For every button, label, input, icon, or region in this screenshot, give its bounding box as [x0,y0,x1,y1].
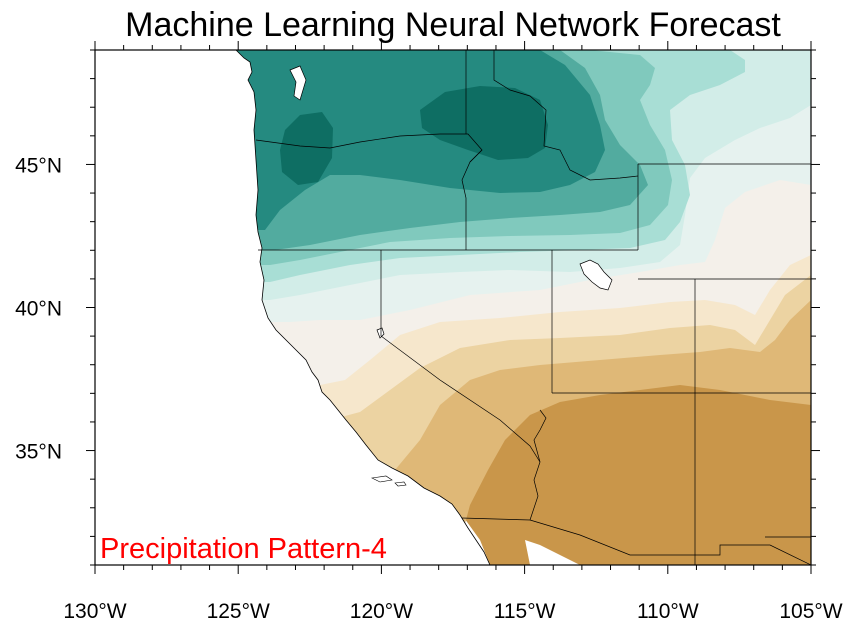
border-az-nv [529,409,547,521]
y-tick-label: 40°N [15,298,62,321]
x-tick-label: 125°W [207,600,270,623]
x-tick-label: 115°W [494,600,556,623]
y-tick-label: 45°N [15,154,62,177]
border-ca-nv [380,250,541,463]
state-borders [255,50,811,565]
y-tick-label: 35°N [15,441,62,464]
map-title: Machine Learning Neural Network Forecast [125,6,781,44]
great-salt-lake [579,259,613,291]
border-or-id [461,149,483,250]
gulf-of-california [525,540,580,565]
precipitation-field [95,50,811,565]
lake-tahoe [376,327,385,339]
x-axis: 130°W 125°W 120°W 115°W 110°W 105°W [63,41,843,623]
channel-islands [371,475,407,487]
coastline [235,50,491,565]
band-wet-darkest-west [280,112,333,185]
border-us-mex [529,519,811,565]
puget-sound [289,65,307,101]
x-tick-label: 105°W [779,600,842,623]
border-az-ca [461,517,531,521]
ocean-mask [95,50,490,565]
x-tick-label: 120°W [350,600,413,623]
y-axis: 45°N 40°N 35°N [15,49,820,566]
border-id-mt [493,50,639,181]
x-tick-label: 110°W [637,600,699,623]
panel-label: Precipitation Pattern-4 [100,533,387,565]
x-tick-label: 130°W [63,600,126,623]
border-wa-or [255,133,483,163]
band-wet-darkest-east [420,86,548,160]
